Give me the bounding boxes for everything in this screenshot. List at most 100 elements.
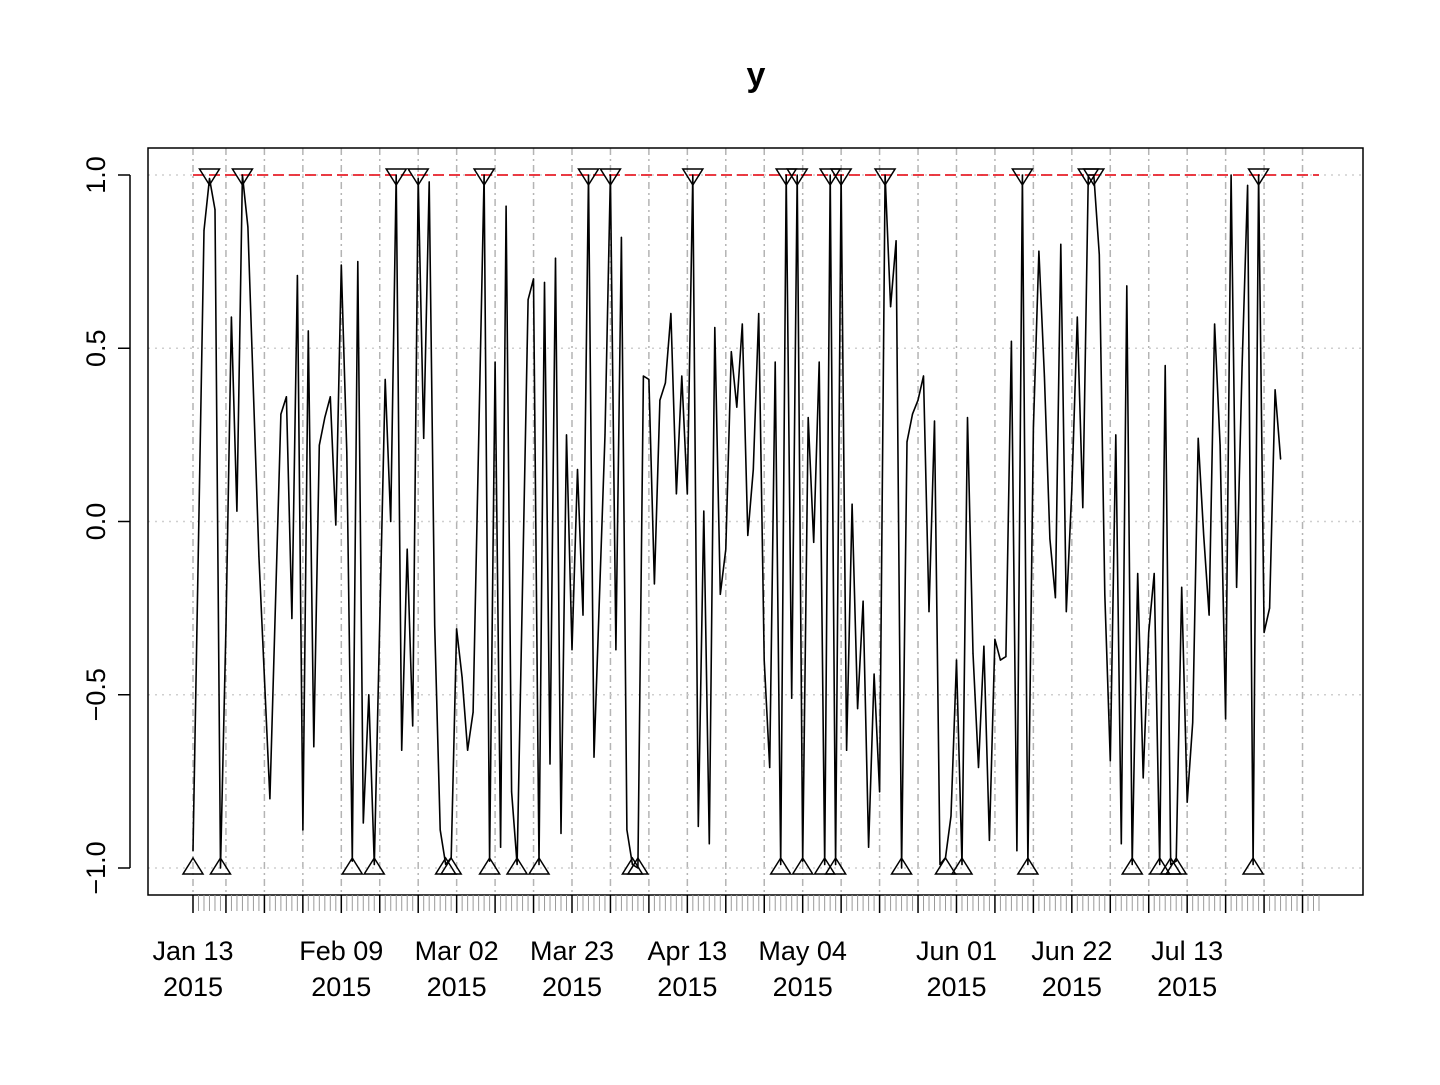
data-point	[824, 863, 826, 866]
data-point	[906, 441, 908, 443]
data-point	[571, 649, 573, 651]
data-point	[955, 659, 958, 661]
data-point	[1274, 389, 1276, 391]
data-point	[977, 766, 980, 769]
data-point	[1120, 843, 1122, 845]
data-point	[505, 205, 507, 207]
peak-marker	[599, 168, 622, 187]
data-point	[1109, 759, 1111, 762]
data-point	[675, 493, 677, 495]
data-point	[412, 725, 414, 727]
data-point	[516, 863, 518, 866]
y-tick-label: 1.0	[81, 156, 111, 194]
data-point	[862, 600, 864, 602]
data-point	[1197, 437, 1199, 439]
data-point	[1214, 323, 1216, 325]
data-point	[1082, 507, 1084, 509]
x-tick-label-year: 2015	[1157, 972, 1217, 1002]
x-tick-label-year: 2015	[1042, 972, 1102, 1002]
trough-marker	[527, 856, 551, 875]
data-point	[620, 236, 623, 238]
data-point	[1246, 184, 1249, 186]
x-axis: Jan 13 2015 Feb 09 2015 Mar 02 2015 Mar 23 2015…	[152, 895, 1320, 1002]
data-point	[1049, 538, 1051, 540]
data-point	[917, 399, 919, 401]
trough-marker	[362, 856, 386, 875]
data-point	[752, 468, 754, 471]
data-point	[236, 510, 238, 512]
data-point	[615, 649, 617, 651]
data-point	[461, 676, 463, 679]
data-point	[318, 444, 320, 446]
data-point	[351, 860, 353, 862]
data-point	[939, 863, 941, 866]
data-point	[648, 378, 650, 381]
data-point	[1060, 243, 1062, 245]
x-tick-label-year: 2015	[773, 972, 833, 1002]
grid	[148, 148, 1363, 895]
data-point	[549, 763, 551, 765]
data-point	[208, 177, 211, 180]
data-point	[335, 524, 337, 526]
data-point	[670, 313, 672, 315]
x-tick-label: Jan 13	[152, 936, 233, 966]
x-tick-label-year: 2015	[926, 972, 986, 1002]
data-point	[1021, 174, 1023, 176]
data-point	[401, 749, 403, 751]
data-point	[230, 316, 233, 318]
data-point	[417, 177, 419, 180]
data-point	[543, 281, 546, 284]
data-point	[384, 378, 386, 381]
trough-marker	[1120, 856, 1144, 875]
trough-marker	[1016, 856, 1040, 875]
trough-marker	[209, 856, 232, 875]
data-point	[258, 555, 260, 557]
data-point	[1142, 777, 1144, 779]
data-point	[659, 399, 661, 401]
data-point	[983, 645, 985, 647]
x-tick-label: Apr 13	[648, 936, 728, 966]
data-point	[489, 860, 491, 862]
data-point	[714, 326, 716, 329]
data-point	[813, 541, 815, 543]
data-point	[900, 867, 903, 869]
data-point	[1208, 614, 1210, 616]
data-point	[933, 420, 936, 422]
x-tick-label: Mar 02	[415, 936, 499, 966]
data-point	[873, 673, 875, 675]
plot-frame	[147, 147, 1364, 896]
data-point	[1153, 572, 1155, 575]
data-point	[1027, 863, 1029, 866]
data-point	[483, 174, 485, 176]
data-point	[510, 791, 513, 793]
data-point	[604, 434, 606, 436]
data-point	[719, 593, 721, 595]
y-tick-label: −1.0	[81, 841, 111, 894]
data-point	[1219, 444, 1221, 446]
trough-marker	[505, 856, 529, 875]
data-point	[736, 406, 738, 408]
x-tick-label: Jul 13	[1151, 936, 1223, 966]
data-point	[1192, 721, 1194, 724]
data-point	[554, 257, 557, 259]
data-point	[780, 863, 782, 866]
data-point	[565, 434, 568, 436]
peak-marker	[1247, 168, 1270, 187]
data-point	[884, 174, 886, 176]
data-point	[1054, 597, 1056, 599]
data-point	[285, 396, 287, 398]
x-tick-label-year: 2015	[542, 972, 602, 1002]
data-point	[626, 829, 628, 831]
peak-marker	[577, 168, 600, 187]
data-point	[340, 264, 342, 266]
data-point	[889, 306, 892, 308]
markers	[181, 168, 1270, 875]
data-point	[1071, 489, 1073, 491]
data-point	[269, 798, 271, 800]
data-point	[456, 628, 458, 630]
data-point	[807, 416, 809, 419]
data-point	[796, 174, 798, 176]
data-point	[532, 278, 535, 280]
trough-marker	[791, 856, 815, 875]
peak-marker	[681, 168, 705, 187]
